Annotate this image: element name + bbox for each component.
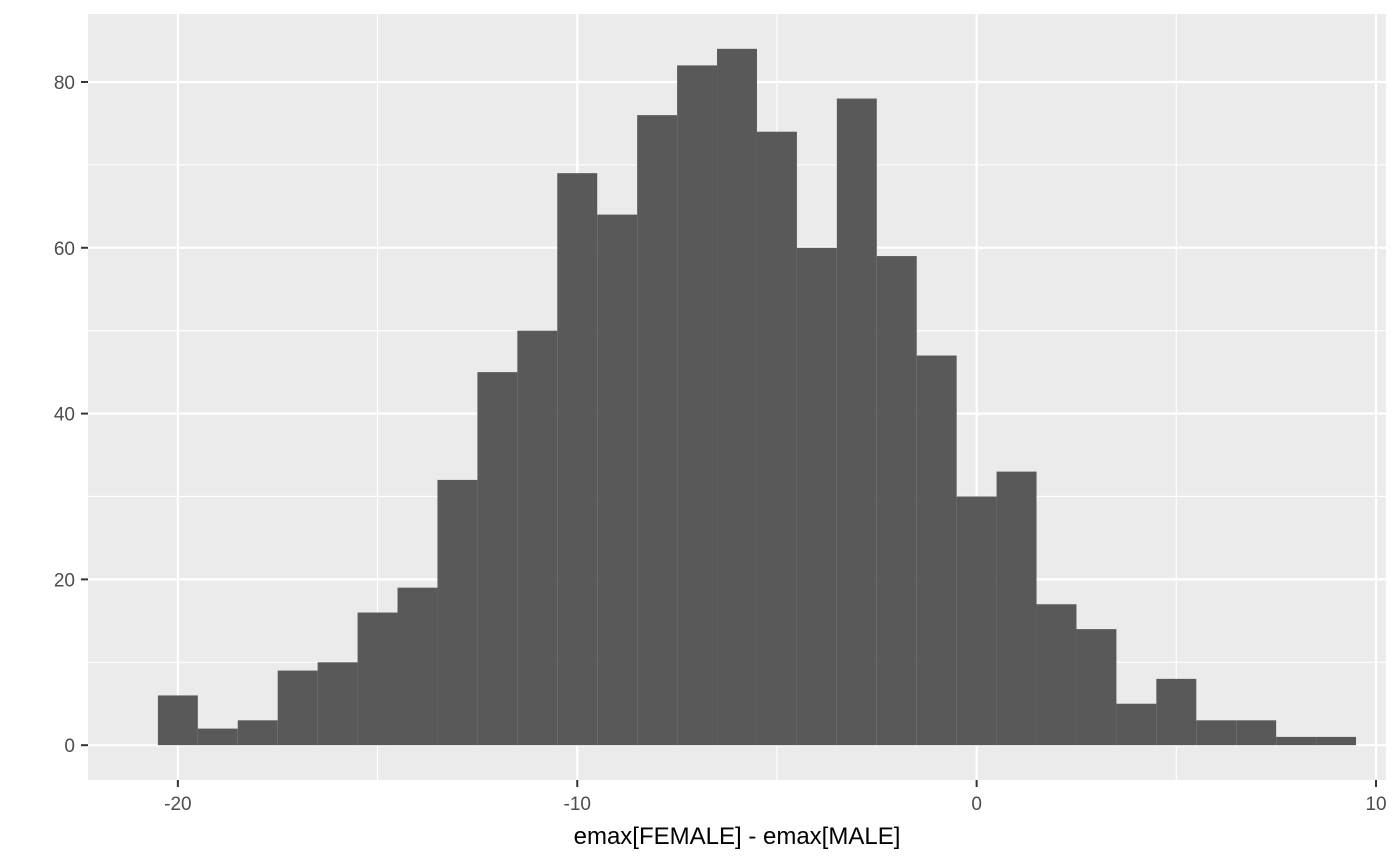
histogram-bar — [357, 612, 398, 746]
histogram-bar — [1196, 720, 1237, 746]
histogram-bar — [756, 131, 797, 746]
histogram-bar — [157, 695, 198, 746]
histogram-bar — [1116, 703, 1157, 746]
histogram-bar — [517, 330, 558, 746]
histogram-bar — [1236, 720, 1277, 746]
x-tick-label: -10 — [564, 794, 591, 815]
histogram-bar — [197, 728, 238, 746]
histogram-bar — [317, 662, 358, 746]
x-tick-label: 0 — [971, 794, 982, 815]
histogram-bar — [876, 256, 917, 746]
histogram-bar — [397, 587, 438, 746]
histogram-bar — [1276, 736, 1317, 746]
y-tick-label: 40 — [54, 405, 75, 426]
histogram-bar — [477, 372, 518, 746]
y-tick-label: 20 — [54, 570, 75, 591]
histogram-bar — [597, 214, 638, 746]
histogram-bar — [1036, 604, 1077, 746]
histogram-bar — [836, 98, 877, 746]
histogram-bar — [1316, 736, 1357, 746]
histogram-bar — [237, 720, 278, 746]
x-axis: -20 -10 0 10 — [164, 780, 1387, 815]
histogram-bar — [956, 496, 997, 746]
histogram-bar — [677, 65, 718, 746]
histogram-bar — [557, 173, 598, 746]
histogram-bar — [796, 247, 837, 746]
y-tick-label: 60 — [54, 239, 75, 260]
histogram-bar — [1156, 678, 1197, 746]
histogram-bars — [157, 48, 1357, 746]
x-axis-title: emax[FEMALE] - emax[MALE] — [574, 823, 901, 850]
x-tick-label: -20 — [164, 794, 191, 815]
histogram-bar — [916, 355, 957, 746]
histogram-bar — [277, 670, 318, 746]
histogram-bar — [637, 115, 678, 746]
histogram-bar — [996, 471, 1037, 746]
histogram-bar — [717, 48, 757, 746]
y-tick-label: 0 — [64, 736, 75, 757]
x-tick-label: 10 — [1365, 794, 1386, 815]
y-axis: 0 20 40 60 80 — [54, 73, 88, 757]
histogram-bar — [1076, 629, 1117, 746]
y-tick-label: 80 — [54, 73, 75, 94]
histogram-bar — [437, 479, 478, 746]
